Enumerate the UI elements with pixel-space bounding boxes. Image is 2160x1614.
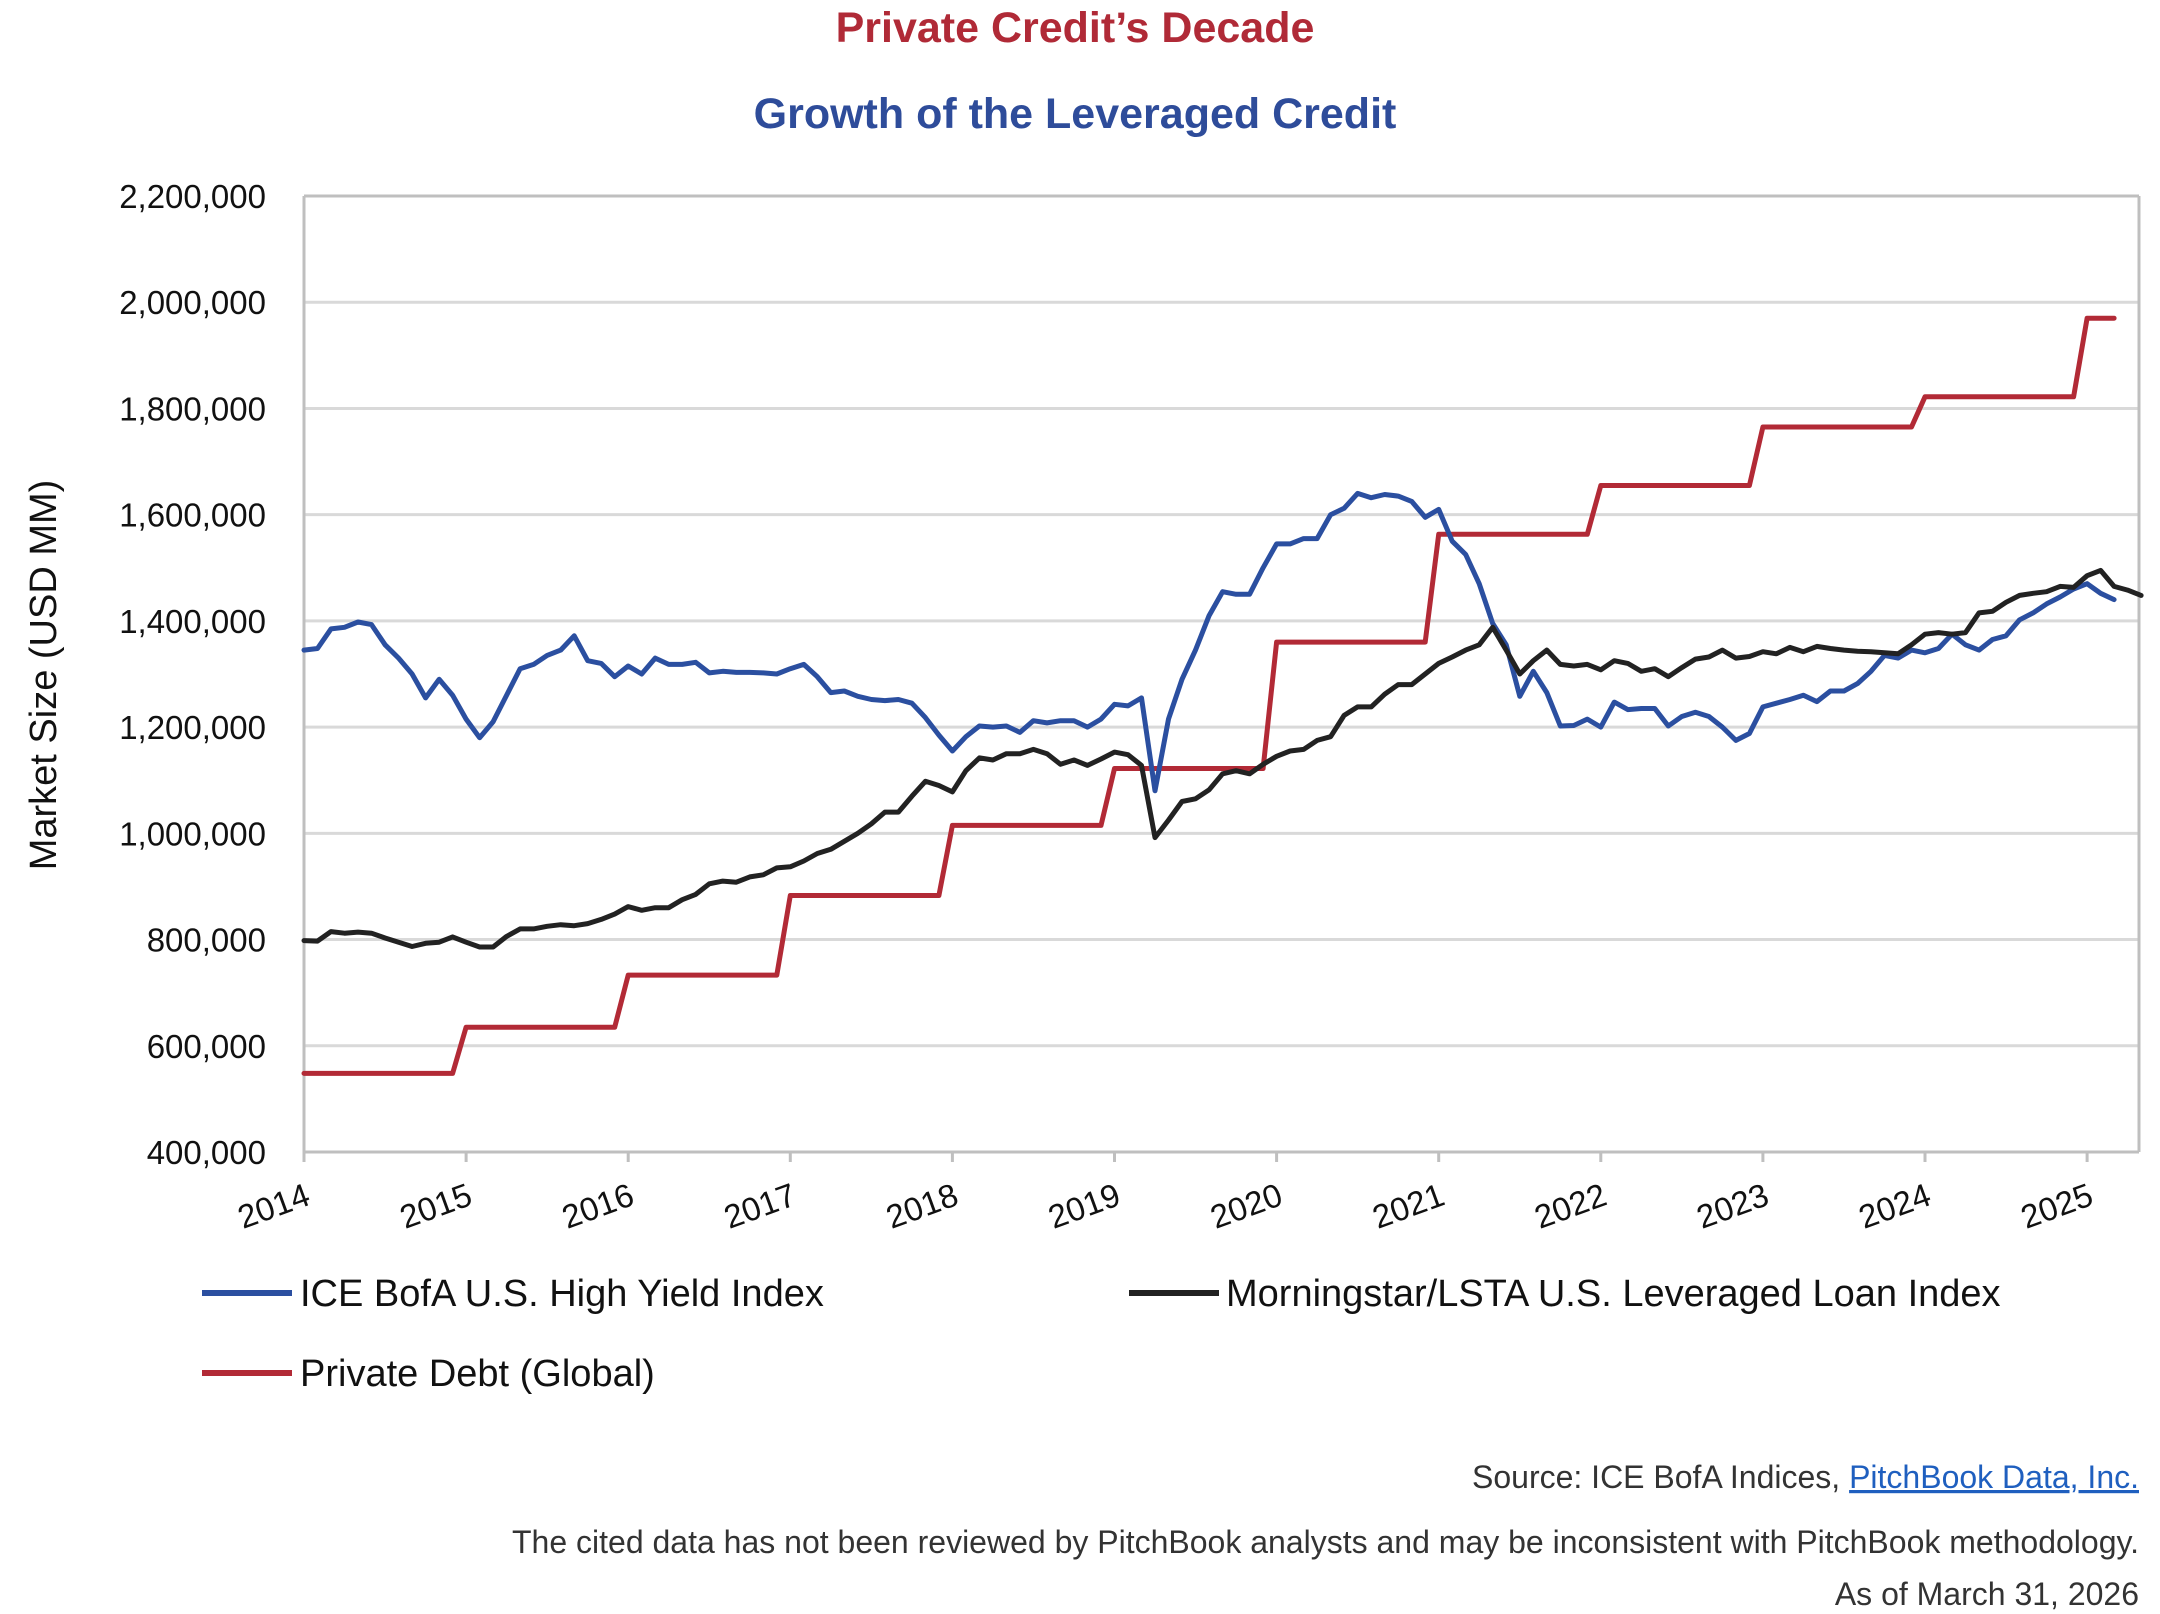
series-line-leveraged-loan (301, 567, 2144, 950)
legend-label-leveraged-loan: Morningstar/LSTA U.S. Leveraged Loan Ind… (1226, 1273, 2001, 1315)
y-tick-labels: 400,000 600,000 800,000 1,000,000 1,200,000 1… (119, 178, 266, 1171)
disclaimer: The cited data has not been reviewed by … (512, 1524, 2139, 1560)
series-lines (301, 315, 2144, 1076)
gridlines (302, 194, 2141, 1162)
source-prefix: Source: ICE BofA Indices, (1472, 1459, 1849, 1495)
x-tick-labels: 2014 2015 2016 2017 2018 2019 2020 2021 2022 2023… (233, 1176, 2098, 1236)
y-tick-label: 1,200,000 (119, 709, 266, 746)
x-tick-label: 2014 (233, 1176, 315, 1236)
legend-label-high-yield: ICE BofA U.S. High Yield Index (300, 1273, 824, 1315)
series-line-private-debt (301, 315, 2117, 1076)
y-tick-label: 1,600,000 (119, 497, 266, 534)
x-tick-label: 2020 (1205, 1176, 1287, 1236)
source-link[interactable]: PitchBook Data, Inc. (1849, 1459, 2139, 1495)
y-axis-label: Market Size (USD MM) (23, 480, 65, 871)
y-tick-label: 800,000 (147, 922, 266, 959)
y-tick-label: 2,200,000 (119, 178, 266, 215)
legend-label-private-debt: Private Debt (Global) (300, 1353, 655, 1395)
chart-subtitle: Growth of the Leveraged Credit (754, 90, 1397, 138)
x-tick-label: 2021 (1367, 1176, 1449, 1236)
legend-item-private-debt[interactable]: Private Debt (Global) (202, 1353, 655, 1395)
y-tick-label: 1,800,000 (119, 390, 266, 427)
legend-item-high-yield[interactable]: ICE BofA U.S. High Yield Index (202, 1273, 824, 1315)
x-tick-label: 2019 (1043, 1176, 1125, 1236)
y-tick-label: 400,000 (147, 1134, 266, 1171)
y-tick-label: 1,000,000 (119, 815, 266, 852)
chart-title: Private Credit’s Decade (836, 4, 1315, 52)
x-tick-label: 2023 (1692, 1176, 1774, 1236)
series-line-high-yield (301, 490, 2117, 794)
x-tick-label: 2017 (719, 1176, 801, 1236)
y-tick-label: 1,400,000 (119, 603, 266, 640)
source-note: Source: ICE BofA Indices, PitchBook Data… (1472, 1459, 2139, 1495)
x-tick-label: 2018 (881, 1176, 963, 1236)
as-of-date: As of March 31, 2026 (1835, 1576, 2139, 1612)
x-tick-label: 2015 (395, 1176, 477, 1236)
x-tick-label: 2024 (1854, 1176, 1936, 1236)
x-tick-label: 2016 (557, 1176, 639, 1236)
x-tick-label: 2022 (1530, 1176, 1612, 1236)
x-tick-label: 2025 (2016, 1176, 2098, 1236)
y-tick-label: 2,000,000 (119, 284, 266, 321)
legend: ICE BofA U.S. High Yield Index Morningst… (202, 1273, 2001, 1395)
legend-item-leveraged-loan[interactable]: Morningstar/LSTA U.S. Leveraged Loan Ind… (1129, 1273, 2001, 1315)
y-tick-label: 600,000 (147, 1028, 266, 1065)
